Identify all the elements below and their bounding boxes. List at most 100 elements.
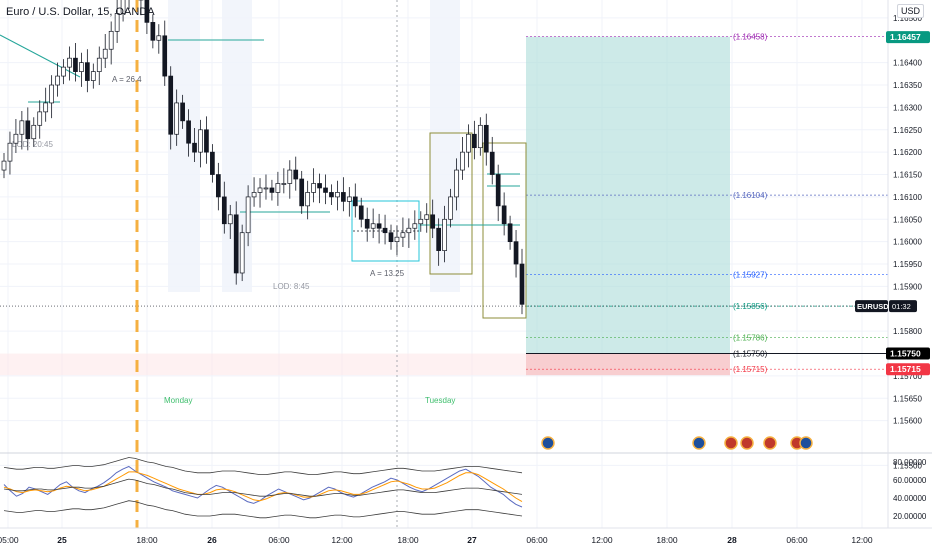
- candle: [25, 107, 31, 151]
- price-badge-text: 1.15750: [890, 349, 921, 359]
- candle: [31, 117, 37, 147]
- candle-body-down: [221, 196, 227, 225]
- time-tick-label: 28: [727, 535, 737, 545]
- candle: [299, 170, 305, 214]
- candle-body-down: [299, 178, 305, 207]
- candle: [138, 0, 144, 16]
- candle: [352, 183, 358, 218]
- price-tick-label: 1.16350: [893, 81, 922, 90]
- lod-label: LOD: 20:45: [12, 140, 53, 149]
- candle: [406, 218, 412, 248]
- candle: [388, 224, 394, 250]
- position-level-label: (1.16104): [733, 191, 768, 200]
- candle-body-down: [501, 205, 507, 225]
- price-tick-label: 1.16500: [893, 14, 922, 23]
- candle: [275, 171, 281, 206]
- range-box-olive: [429, 132, 473, 275]
- candle: [287, 160, 293, 199]
- candle: [67, 46, 72, 81]
- indicator-tick-label: 80.00000: [893, 458, 927, 467]
- price-tick-label: 1.15900: [893, 282, 922, 291]
- candle: [519, 248, 525, 315]
- candle: [323, 174, 328, 205]
- candle-body-up: [311, 183, 316, 193]
- candle: [412, 210, 418, 240]
- time-tick-label: 18:00: [136, 535, 158, 545]
- candle-body-up: [400, 232, 406, 238]
- candle-body-up: [239, 232, 245, 274]
- time-tick-label: 25: [57, 535, 67, 545]
- candle: [311, 168, 316, 203]
- candle: [424, 203, 430, 233]
- economic-event-icon: [692, 436, 706, 450]
- candle: [317, 173, 322, 204]
- oscillator-signal-line: [3, 471, 523, 503]
- candle-body-up: [305, 192, 311, 207]
- currency-button[interactable]: USD: [896, 4, 924, 18]
- price-tick-label: 1.16300: [893, 103, 922, 112]
- price-tick-label: 1.16150: [893, 171, 922, 180]
- candle-body-up: [174, 102, 180, 135]
- time-tick-label: 12:00: [591, 535, 613, 545]
- price-tick-label: 1.15650: [893, 394, 922, 403]
- candle-body-up: [43, 102, 49, 113]
- candle: [180, 94, 185, 129]
- candle-body-down: [483, 124, 489, 153]
- band-upper: [3, 457, 523, 476]
- candle-body-down: [489, 151, 495, 175]
- candle-body-up: [406, 227, 412, 234]
- candle: [454, 158, 459, 211]
- time-tick-label: 05:00: [0, 535, 19, 545]
- candle-body-up: [79, 62, 84, 72]
- candle-body-up: [108, 30, 114, 50]
- candle-body-up: [335, 192, 340, 198]
- candle: [507, 215, 513, 250]
- position-level-label: (1.15715): [733, 365, 768, 374]
- economic-event-icon: [763, 436, 777, 450]
- time-tick-label: 06:00: [268, 535, 290, 545]
- candle: [108, 21, 114, 65]
- time-tick-label: 27: [467, 535, 477, 545]
- candle-body-up: [156, 35, 162, 41]
- candle-body-down: [233, 214, 239, 274]
- candle-body-down: [168, 75, 174, 135]
- candle-body-down: [204, 129, 209, 153]
- candle: [96, 46, 102, 86]
- candle: [13, 119, 19, 154]
- candle-body-down: [162, 35, 168, 77]
- candle: [382, 214, 388, 245]
- candle-body-down: [269, 187, 275, 193]
- candle-body-up: [263, 187, 269, 190]
- price-tick-label: 1.16050: [893, 215, 922, 224]
- candle-body-up: [442, 218, 447, 251]
- time-tick-label: 12:00: [331, 535, 353, 545]
- time-tick-label: 12:00: [851, 535, 873, 545]
- candle-body-up: [245, 196, 251, 234]
- candle: [400, 217, 406, 248]
- candle-body-up: [251, 192, 257, 198]
- candle: [162, 20, 168, 86]
- candle: [210, 144, 215, 183]
- candle: [37, 100, 43, 139]
- candle: [394, 225, 400, 256]
- indicator-tick-label: 60.00000: [893, 476, 927, 485]
- candle-body-down: [472, 133, 477, 149]
- candle: [489, 136, 495, 185]
- candle-body-up: [49, 84, 54, 104]
- candle-body-down: [317, 183, 322, 189]
- candle: [346, 187, 352, 217]
- day-label: Monday: [164, 396, 192, 405]
- candle: [73, 42, 78, 82]
- candle: [79, 52, 84, 87]
- candle: [43, 87, 49, 122]
- symbol-badge-text: EURUSD: [857, 302, 889, 311]
- candle: [128, 0, 130, 9]
- candle-body-down: [430, 214, 436, 229]
- candle-body-down: [382, 227, 388, 234]
- candle-body-up: [466, 133, 471, 153]
- candle: [1, 153, 7, 179]
- price-tick-label: 1.16200: [893, 148, 922, 157]
